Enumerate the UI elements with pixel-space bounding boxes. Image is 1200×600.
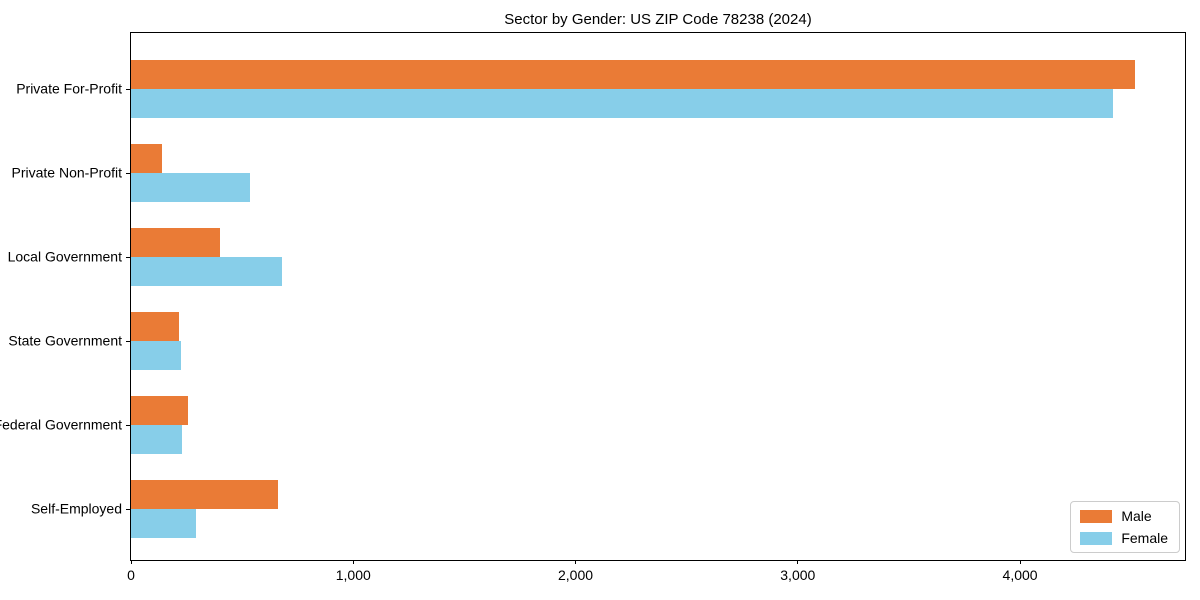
legend: Male Female (1070, 501, 1180, 553)
legend-label-male: Male (1121, 508, 1152, 524)
bar-female-2 (131, 257, 283, 286)
y-tick-label: State Government (8, 332, 122, 349)
bar-female-0 (131, 89, 1113, 118)
x-tick-label: 1,000 (335, 567, 371, 583)
y-tick-label: Private For-Profit (16, 80, 122, 97)
bar-female-1 (131, 173, 250, 202)
bar-male-0 (131, 60, 1135, 89)
legend-label-female: Female (1121, 530, 1168, 546)
y-tick-label: Private Non-Profit (11, 164, 122, 181)
y-tick-label: Federal Government (0, 416, 122, 433)
x-tick-label: 3,000 (780, 567, 816, 583)
y-tick-label: Local Government (7, 248, 122, 265)
y-tick (126, 173, 131, 174)
x-tick (352, 560, 354, 564)
y-tick (126, 425, 131, 426)
bar-female-4 (131, 425, 183, 454)
legend-swatch-male (1080, 509, 1113, 523)
bar-male-1 (131, 144, 163, 173)
legend-swatch-female (1080, 531, 1113, 545)
legend-entry-female: Female (1080, 531, 1168, 545)
bar-male-4 (131, 396, 189, 425)
x-tick-label: 0 (127, 567, 135, 583)
legend-entry-male: Male (1080, 509, 1168, 523)
x-tick-label: 2,000 (558, 567, 594, 583)
bar-male-5 (131, 480, 278, 509)
y-tick (126, 257, 131, 258)
y-tick (126, 341, 131, 342)
y-tick-label: Self-Employed (30, 500, 122, 517)
bar-female-5 (131, 509, 197, 538)
x-tick (130, 560, 132, 564)
bar-male-2 (131, 228, 220, 257)
x-tick (575, 560, 577, 564)
y-tick (126, 509, 131, 510)
bar-female-3 (131, 341, 181, 370)
x-tick (1019, 560, 1021, 564)
chart-title: Sector by Gender: US ZIP Code 78238 (202… (504, 11, 812, 28)
x-tick-label: 4,000 (1002, 567, 1038, 583)
x-tick (797, 560, 799, 564)
y-tick (126, 89, 131, 90)
bar-male-3 (131, 312, 179, 341)
plot-area: Male Female Private For-Profit Private No… (0, 32, 1186, 583)
